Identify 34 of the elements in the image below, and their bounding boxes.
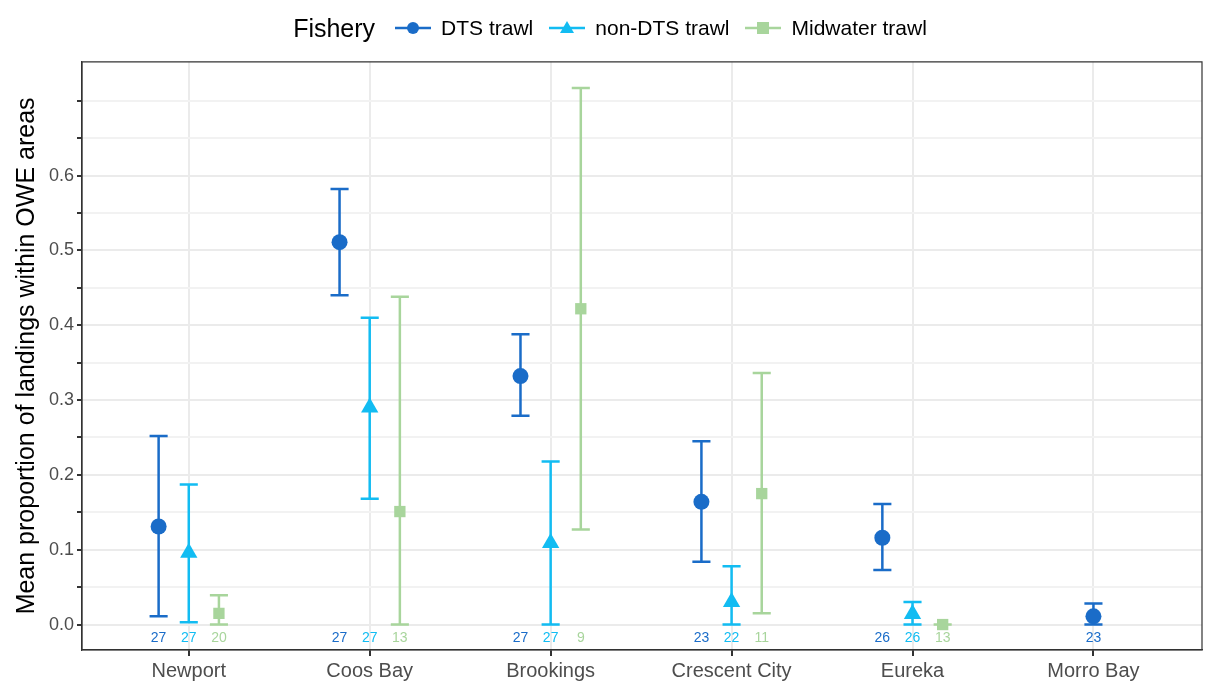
- x-tick-label: Newport: [151, 658, 227, 681]
- y-tick-label: 0.2: [48, 463, 75, 484]
- y-tick-label: 0.3: [48, 389, 75, 410]
- legend-label: non-DTS trawl: [595, 16, 730, 40]
- annotation: 27: [331, 629, 348, 646]
- y-tick-label: 0.1: [48, 538, 75, 559]
- annotation: 20: [211, 629, 227, 646]
- annotation: 13: [934, 629, 951, 646]
- legend-label: Midwater trawl: [791, 16, 927, 40]
- legend-title: Fishery: [293, 13, 376, 43]
- y-axis-title: Mean proportion of landings within OWE areas: [10, 97, 39, 615]
- annotation: 27: [512, 629, 529, 646]
- y-tick-label: 0.0: [48, 613, 75, 634]
- annotation: 26: [904, 629, 921, 646]
- annotation: 22: [723, 629, 740, 646]
- annotation: 26: [874, 629, 891, 646]
- annotation: 27: [180, 629, 197, 646]
- annotation: 23: [1085, 629, 1102, 646]
- annotation: 23: [693, 629, 710, 646]
- annotation: 27: [150, 629, 167, 646]
- annotation: 9: [576, 629, 585, 646]
- annotation: 13: [392, 629, 408, 646]
- x-tick-label: Brookings: [506, 658, 596, 681]
- y-tick-label: 0.5: [48, 239, 75, 260]
- x-tick-label: Coos Bay: [326, 658, 414, 681]
- x-tick-label: Crescent City: [671, 658, 792, 681]
- annotation: 27: [361, 629, 378, 646]
- x-tick-label: Morro Bay: [1047, 658, 1140, 681]
- legend-label: DTS trawl: [441, 16, 534, 40]
- annotation: 11: [754, 629, 770, 646]
- x-tick-label: Eureka: [880, 658, 946, 681]
- y-tick-label: 0.6: [48, 164, 75, 185]
- annotation: 27: [542, 629, 559, 646]
- y-tick-label: 0.4: [48, 314, 75, 335]
